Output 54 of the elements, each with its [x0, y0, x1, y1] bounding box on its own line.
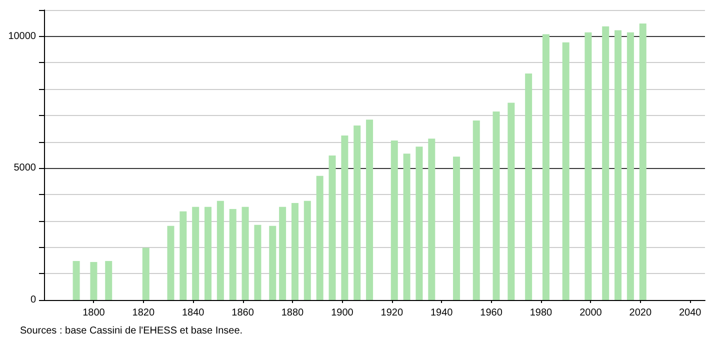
x-tick-label: 1860	[232, 308, 254, 318]
bar	[204, 206, 212, 300]
bar	[279, 206, 286, 300]
bar	[354, 125, 361, 300]
bar	[472, 120, 480, 300]
x-tick-label: 2020	[629, 308, 652, 318]
bar	[229, 209, 236, 300]
bar	[542, 34, 550, 300]
bar	[403, 154, 410, 300]
y-tick-label: 10000	[8, 30, 36, 42]
bar	[341, 135, 348, 300]
bar	[508, 102, 515, 300]
bar	[525, 74, 532, 300]
bar	[492, 112, 500, 300]
x-tick-label: 1960	[480, 308, 503, 318]
source-note: Sources : base Cassini de l'EHESS et base Insee.	[20, 326, 243, 336]
bar	[90, 262, 98, 300]
bar	[366, 120, 374, 300]
bar	[416, 146, 423, 300]
x-tick-label: 1920	[380, 308, 404, 318]
bar	[304, 200, 311, 300]
bar	[584, 32, 592, 300]
bar	[614, 30, 622, 300]
x-tick-label: 1840	[182, 308, 205, 318]
x-tick-label: 1940	[430, 308, 454, 318]
bar	[254, 224, 262, 300]
x-tick-label: 1800	[82, 308, 106, 318]
x-tick-label: 1880	[281, 308, 304, 318]
bar	[626, 32, 634, 300]
x-tick-label: 2000	[580, 308, 602, 318]
bar	[142, 248, 150, 300]
bar	[562, 42, 570, 300]
y-tick-label: 5000	[14, 162, 36, 174]
bar	[167, 226, 174, 300]
bar	[72, 260, 80, 300]
bar	[390, 140, 398, 300]
bar	[639, 23, 646, 300]
x-tick-label: 2040	[678, 308, 702, 318]
bar	[453, 156, 460, 300]
x-tick-label: 1900	[331, 308, 354, 318]
bar	[328, 156, 336, 300]
bar	[216, 200, 224, 300]
y-tick-label: 0	[30, 294, 36, 306]
bar	[192, 206, 200, 300]
bar	[428, 138, 436, 300]
bar	[291, 202, 298, 300]
bar	[180, 211, 187, 300]
bar	[316, 176, 324, 300]
bar	[269, 226, 276, 300]
bar	[105, 260, 112, 300]
x-tick-label: 1820	[132, 308, 155, 318]
bar	[602, 26, 610, 300]
bar	[242, 206, 249, 300]
x-tick-label: 1980	[530, 308, 553, 318]
